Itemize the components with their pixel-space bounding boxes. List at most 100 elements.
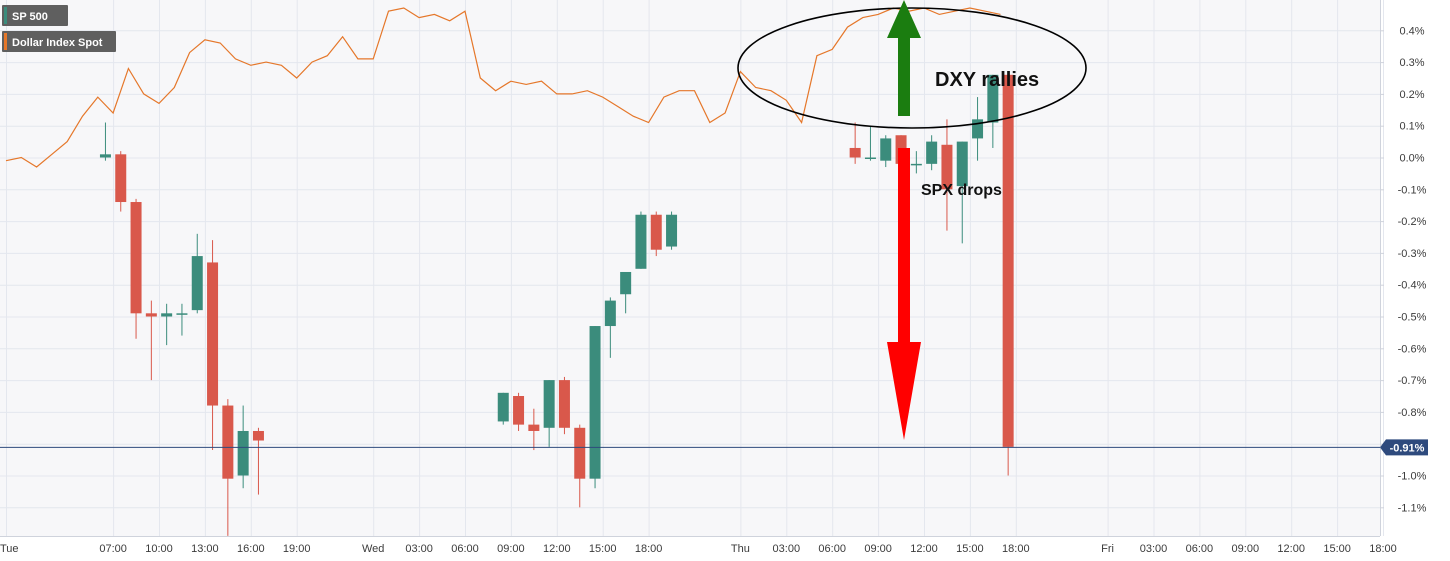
candle-3	[145, 300, 157, 381]
x-tick-label: 15:00	[589, 543, 617, 555]
spx-candles	[99, 71, 1014, 536]
last-value-badge: -0.91%	[1380, 439, 1428, 456]
x-tick-label: 03:00	[1140, 543, 1168, 555]
candle-25	[880, 135, 892, 168]
x-tick-label: 09:00	[497, 543, 525, 555]
legend-box	[2, 31, 116, 52]
x-tick-label: 12:00	[1277, 543, 1305, 555]
candle-16	[574, 424, 586, 508]
plot-background	[0, 0, 1380, 536]
x-tick-label: 09:00	[864, 543, 892, 555]
x-tick-label: 03:00	[405, 543, 433, 555]
legend-swatch	[4, 33, 7, 50]
candle-18	[604, 297, 616, 358]
candle-12	[513, 392, 525, 431]
candle-body	[145, 313, 157, 317]
candle-body	[1002, 74, 1014, 447]
x-tick-label: 06:00	[1186, 543, 1214, 555]
candle-10	[252, 427, 264, 495]
y-tick-label: -1.0%	[1398, 471, 1427, 483]
y-tick-label: -0.4%	[1398, 280, 1427, 292]
candle-0	[99, 122, 111, 161]
candle-body	[237, 430, 249, 476]
x-tick-label: 07:00	[99, 543, 127, 555]
dxy-ellipse	[737, 7, 1087, 129]
candle-body	[635, 214, 647, 269]
candle-31	[972, 97, 984, 161]
x-tick-label: 12:00	[543, 543, 571, 555]
candle-body	[176, 313, 188, 315]
dxy-line	[5, 7, 1001, 168]
candle-body	[620, 271, 632, 295]
x-tick-label: 03:00	[773, 543, 801, 555]
x-tick-label: 18:00	[1002, 543, 1030, 555]
candle-body	[666, 214, 678, 247]
annotations: DXY rallies SPX drops	[737, 0, 1087, 440]
candle-21	[650, 211, 662, 257]
candle-body	[589, 326, 601, 479]
candle-13	[528, 408, 540, 451]
x-tick-label: 10:00	[145, 543, 173, 555]
candle-19	[620, 271, 632, 314]
green-up-arrow	[887, 0, 921, 116]
candle-body	[543, 380, 555, 428]
candle-body	[880, 138, 892, 161]
y-tick-label: -0.8%	[1398, 407, 1427, 419]
candle-body	[513, 396, 525, 425]
legend-item-1: Dollar Index Spot	[2, 31, 116, 52]
dxy-series	[5, 7, 1001, 168]
y-tick-label: 0.0%	[1399, 153, 1424, 165]
candle-20	[635, 211, 647, 269]
candle-1	[115, 151, 127, 212]
y-tick-label: -0.2%	[1398, 216, 1427, 228]
candle-body	[574, 427, 586, 479]
candle-4	[161, 303, 173, 346]
candle-body	[604, 300, 616, 327]
candle-28	[926, 135, 938, 171]
candle-body	[558, 380, 570, 428]
grid-lines	[0, 0, 1384, 536]
candle-body	[222, 405, 234, 479]
x-tick-label: 12:00	[910, 543, 938, 555]
y-tick-label: -0.1%	[1398, 184, 1427, 196]
candle-body	[650, 214, 662, 250]
candle-30	[956, 141, 968, 244]
legend-item-0: SP 500	[2, 5, 68, 26]
y-tick-label: 0.4%	[1399, 25, 1424, 37]
y-tick-label: 0.2%	[1399, 89, 1424, 101]
candle-7	[207, 240, 219, 451]
x-tick-label: 18:00	[1369, 543, 1397, 555]
legend-label: SP 500	[12, 11, 48, 23]
legend-label: Dollar Index Spot	[12, 37, 103, 49]
candle-15	[558, 376, 570, 435]
candle-29	[941, 119, 953, 231]
legend: SP 500 Dollar Index Spot	[2, 5, 116, 52]
candle-body	[161, 313, 173, 317]
candle-6	[191, 233, 203, 314]
x-tick-label: 06:00	[818, 543, 846, 555]
candle-5	[176, 303, 188, 336]
candle-body	[849, 147, 861, 158]
x-tick-label: Wed	[362, 543, 384, 555]
y-axis: 0.4% 0.3% 0.2% 0.1% 0.0% -0.1% -0.2% -0.3% -0.4%…	[1380, 25, 1427, 514]
candle-body	[130, 202, 142, 314]
red-down-arrow	[887, 148, 921, 440]
y-tick-label: -0.7%	[1398, 375, 1427, 387]
candle-8	[222, 399, 234, 536]
candle-2	[130, 198, 142, 339]
x-tick-label: 13:00	[191, 543, 219, 555]
candle-body	[252, 430, 264, 441]
candle-32	[987, 74, 999, 148]
candle-body	[926, 141, 938, 164]
y-tick-label: 0.3%	[1399, 57, 1424, 69]
x-tick-label: 19:00	[283, 543, 311, 555]
candle-27	[910, 151, 922, 174]
spx-drops-label: SPX drops	[921, 182, 1002, 199]
x-tick-label: 16:00	[237, 543, 265, 555]
candle-11	[497, 392, 509, 425]
x-tick-label: 15:00	[956, 543, 984, 555]
x-tick-label: 18:00	[635, 543, 663, 555]
candle-24	[864, 125, 876, 161]
